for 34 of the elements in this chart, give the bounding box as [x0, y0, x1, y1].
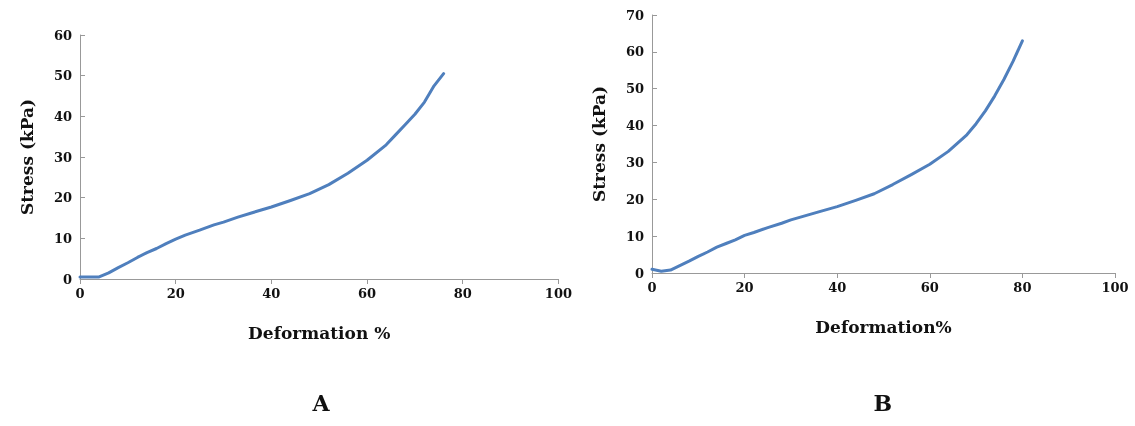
- x-tick-label: 0: [647, 280, 657, 295]
- x-tick-label: 40: [262, 286, 281, 301]
- y-tick-label: 10: [53, 230, 72, 246]
- x-axis-title: Deformation%: [815, 316, 952, 337]
- x-tick-label: 100: [1101, 280, 1129, 295]
- y-tick-label: 30: [625, 154, 644, 170]
- y-axis-title: Stress (kPa): [16, 98, 37, 216]
- line-series: [78, 72, 446, 279]
- y-tick-label: 20: [625, 191, 644, 207]
- y-axis-title: Stress (kPa): [588, 85, 609, 203]
- y-tick-label: 20: [53, 190, 72, 206]
- x-tick-label: 60: [920, 280, 939, 295]
- y-tick-label: 70: [625, 7, 644, 23]
- text: B: [873, 390, 893, 416]
- x-tick-label: 0: [75, 286, 85, 301]
- x-tick-label: 100: [544, 286, 572, 301]
- y-tick-label: 60: [53, 27, 72, 43]
- x-tick-label: 20: [735, 280, 754, 295]
- y-tick-label: 30: [53, 149, 72, 165]
- x-axis-title: Deformation %: [248, 322, 391, 343]
- x-tick-label: 20: [166, 286, 185, 301]
- text: A: [311, 390, 331, 416]
- y-tick-label: 40: [53, 108, 72, 124]
- line-series: [650, 39, 1024, 273]
- y-tick-label: 50: [625, 81, 644, 97]
- x-tick-label: 60: [358, 286, 377, 301]
- y-tick-label: 40: [625, 118, 644, 134]
- y-tick-label: 60: [625, 44, 644, 60]
- x-tick-label: 80: [1013, 280, 1032, 295]
- y-tick-label: 0: [634, 265, 644, 281]
- x-tick-label: 40: [828, 280, 847, 295]
- y-tick-label: 10: [625, 228, 644, 244]
- y-tick-label: 50: [53, 68, 72, 84]
- x-tick-label: 80: [453, 286, 472, 301]
